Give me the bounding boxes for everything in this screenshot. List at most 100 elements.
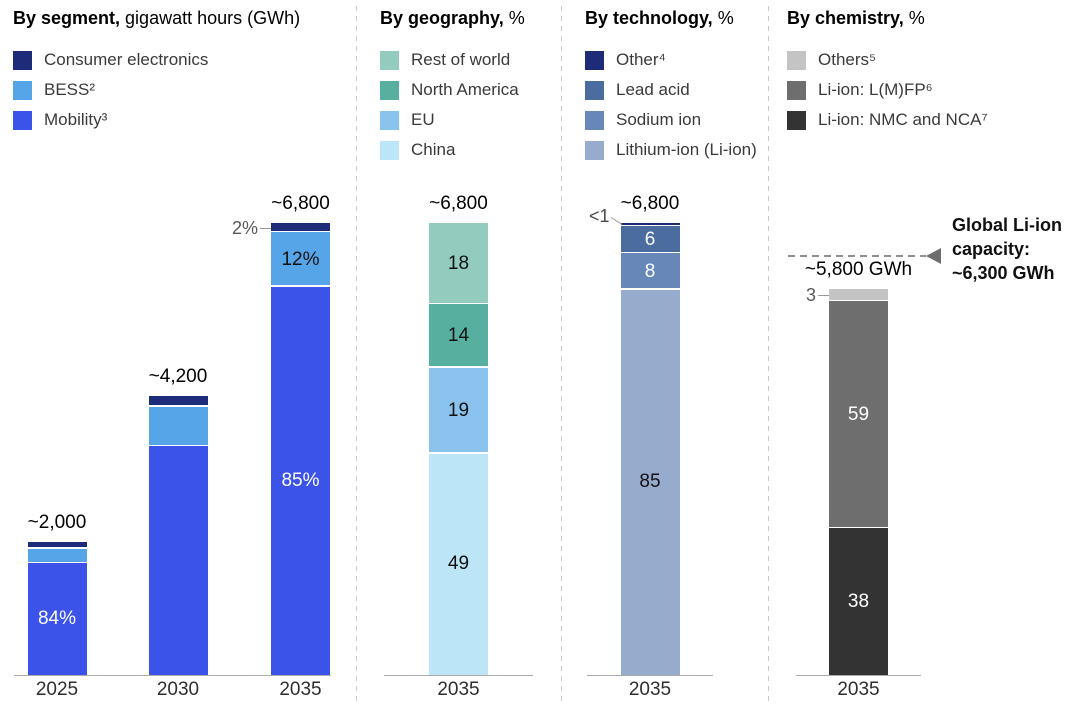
bar-total-label: ~4,200 <box>148 365 208 387</box>
panel-geography-title-bold: By geography, <box>380 8 504 28</box>
legend-item-bess: BESS² <box>13 75 300 105</box>
swatch-eu <box>380 110 399 130</box>
legend-label: Lithium-ion (Li-ion) <box>616 140 757 159</box>
bar-total-label: ~2,000 <box>27 512 87 534</box>
bar-segment-other <box>620 223 680 225</box>
reference-line-label: Global Li-ion capacity: ~6,300 GWh <box>952 215 1062 284</box>
bar-segment-value: 59 <box>847 403 870 425</box>
axis-label-2035: 2035 <box>437 679 480 700</box>
bar-total-label: ~6,800 <box>271 193 330 214</box>
legend-item-north-america: North America <box>380 75 525 105</box>
legend-label: EU <box>411 110 435 129</box>
bar-segment-eu <box>429 367 488 452</box>
legend-item-eu: EU <box>380 105 525 135</box>
callout-pointer-line <box>818 295 829 297</box>
panel-geography-title: By geography, % <box>380 8 525 29</box>
bar-segment-sodium-ion <box>620 253 680 289</box>
panel-chemistry-title-unit: % <box>903 8 925 28</box>
legend-chemistry: Others⁵ Li-ion: L(M)FP⁶ Li-ion: NMC and … <box>787 45 988 135</box>
swatch-china <box>380 140 399 160</box>
legend-label: Sodium ion <box>616 110 702 129</box>
legend-label: Mobility³ <box>44 110 108 129</box>
legend-label: Rest of world <box>411 50 511 69</box>
panel-technology-title-bold: By technology, <box>585 8 713 28</box>
callout-label: <1 <box>588 206 610 226</box>
bar-total-label: ~6,800 <box>620 193 680 214</box>
bar-segment-value: 19 <box>447 399 470 421</box>
bar-segment-mobility <box>27 563 87 675</box>
panel-divider-3 <box>768 6 769 704</box>
bar-segment-consumer-electronics <box>271 223 330 231</box>
reference-dashed-line <box>788 255 926 258</box>
bar-segment-mobility <box>148 446 208 675</box>
bar-segment-others <box>829 289 888 300</box>
panel-chemistry-title: By chemistry, % <box>787 8 988 29</box>
legend-label: North America <box>411 80 519 99</box>
axis-label-2030: 2030 <box>156 679 200 700</box>
legend-item-nmc-nca: Li-ion: NMC and NCA⁷ <box>787 105 988 135</box>
swatch-consumer-electronics <box>13 50 32 70</box>
panel-chemistry-title-bold: By chemistry, <box>787 8 904 28</box>
legend-item-china: China <box>380 135 525 165</box>
legend-label: Li-ion: L(M)FP⁶ <box>818 80 933 99</box>
swatch-other <box>585 50 604 70</box>
panel-segment-title-bold: By segment, <box>13 8 121 28</box>
callout-pointer-line <box>260 227 271 229</box>
legend-label: Li-ion: NMC and NCA⁷ <box>818 110 988 129</box>
bar-segment-consumer-electronics <box>148 395 208 406</box>
callout-label: 3 <box>805 285 816 306</box>
swatch-lead-acid <box>585 80 604 100</box>
bar-segment-china <box>429 453 488 675</box>
bar-segment-li-ion-l-m-fp <box>829 301 888 527</box>
bar-segment-mobility <box>271 286 330 675</box>
swatch-others <box>787 50 806 70</box>
reference-arrow-left-icon <box>926 248 941 265</box>
swatch-bess <box>13 80 32 100</box>
panel-segment-title-unit: gigawatt hours (GWh) <box>120 8 301 28</box>
x-axis-baseline <box>796 675 921 676</box>
bar-segment-value: 85% <box>281 469 320 491</box>
legend-item-others: Others⁵ <box>787 45 988 75</box>
swatch-lithium-ion <box>585 140 604 160</box>
bar-segment-value: 6 <box>644 228 656 250</box>
legend-label: BESS² <box>44 80 96 99</box>
legend-item-other: Other⁴ <box>585 45 757 75</box>
x-axis-baseline <box>14 675 331 676</box>
panel-chemistry-header: By chemistry, % Others⁵ Li-ion: L(M)FP⁶ … <box>787 8 988 135</box>
legend-item-mobility: Mobility³ <box>13 105 300 135</box>
legend-item-lithium-ion: Lithium-ion (Li-ion) <box>585 135 757 165</box>
panel-geography-header: By geography, % Rest of world North Amer… <box>380 8 525 165</box>
swatch-rest-of-world <box>380 50 399 70</box>
bar-segment-value: 38 <box>847 590 870 612</box>
bar-segment-bess <box>148 406 208 445</box>
swatch-sodium-ion <box>585 110 604 130</box>
panel-divider-1 <box>356 6 357 704</box>
bar-segment-rest-of-world <box>429 223 488 303</box>
axis-label-2035: 2035 <box>279 679 322 700</box>
bar-segment-value: 12% <box>281 248 320 270</box>
axis-label-2035: 2035 <box>837 679 880 700</box>
callout-pointer-line <box>610 217 622 225</box>
axis-label-2035: 2035 <box>628 679 672 700</box>
bar-segment-lithium-ion-li-ion- <box>620 289 680 675</box>
panel-geography-title-unit: % <box>503 8 525 28</box>
legend-item-rest-of-world: Rest of world <box>380 45 525 75</box>
bar-segment-bess <box>27 548 87 562</box>
legend-item-sodium-ion: Sodium ion <box>585 105 757 135</box>
bar-segment-value: 18 <box>447 252 470 274</box>
bar-segment-north-america <box>429 304 488 367</box>
legend-segment: Consumer electronics BESS² Mobility³ <box>13 45 300 135</box>
bar-segment-value: 85 <box>639 471 661 493</box>
x-axis-baseline <box>384 675 533 676</box>
panel-technology-header: By technology, % Other⁴ Lead acid Sodium… <box>585 8 757 165</box>
panel-segment-header: By segment, gigawatt hours (GWh) Consume… <box>13 8 300 135</box>
bar-segment-value: 84% <box>37 608 77 630</box>
bar-segment-value: 8 <box>644 260 656 282</box>
legend-technology: Other⁴ Lead acid Sodium ion Lithium-ion … <box>585 45 757 165</box>
panel-technology-title-unit: % <box>712 8 734 28</box>
legend-label: Others⁵ <box>818 50 877 69</box>
bar-segment-li-ion-nmc-and-nca <box>829 528 888 675</box>
legend-item-consumer-electronics: Consumer electronics <box>13 45 300 75</box>
bar-segment-bess <box>271 232 330 286</box>
